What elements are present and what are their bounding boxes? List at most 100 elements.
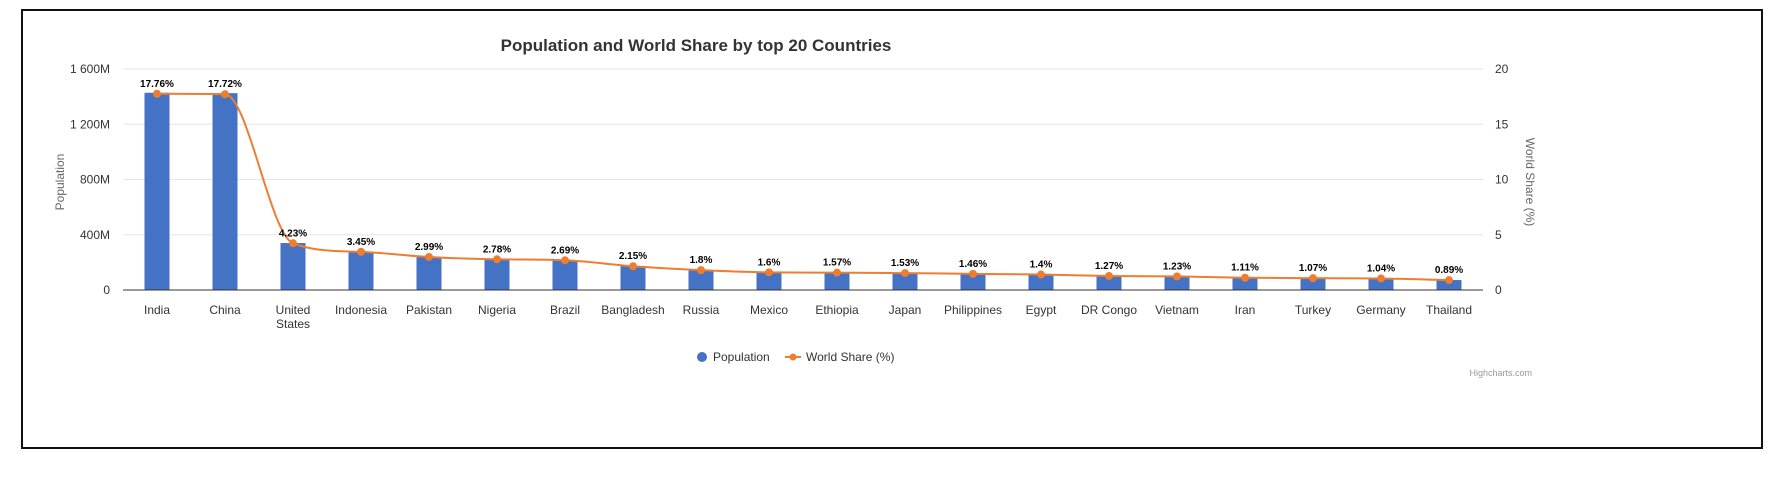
x-tick-label: Brazil xyxy=(550,303,580,317)
world-share-line xyxy=(153,89,1453,285)
grid-lines xyxy=(123,68,1483,236)
data-label-world-share: 0.89% xyxy=(1435,265,1463,276)
point-world-share xyxy=(629,262,637,271)
x-tick-label: United States xyxy=(276,303,311,331)
y-left-tick-label: 1 200M xyxy=(70,117,110,131)
bar-population xyxy=(1300,278,1326,290)
bar-population xyxy=(756,272,782,290)
data-label-world-share: 1.11% xyxy=(1231,263,1259,274)
data-label-world-share: 1.27% xyxy=(1095,261,1123,272)
point-world-share xyxy=(1377,274,1385,283)
x-tick-label: Egypt xyxy=(1026,303,1057,317)
point-world-share xyxy=(1241,273,1249,282)
point-world-share xyxy=(289,239,297,248)
x-tick-label: Thailand xyxy=(1426,303,1472,317)
x-tick-label: Vietnam xyxy=(1155,303,1199,317)
bar-population xyxy=(144,92,170,290)
y-right-tick-label: 15 xyxy=(1495,117,1509,131)
data-label-world-share: 1.53% xyxy=(891,258,919,269)
bar-population xyxy=(1232,277,1258,290)
data-label-world-share: 2.15% xyxy=(619,251,647,262)
point-world-share xyxy=(1445,276,1453,285)
bar-population xyxy=(1028,274,1054,290)
bar-population xyxy=(416,256,442,290)
bar-population xyxy=(348,251,374,290)
bar-population xyxy=(960,273,986,290)
combo-chart: Population and World Share by top 20 Cou… xyxy=(53,36,1537,378)
right-axis-title: World Share (%) xyxy=(1523,138,1537,226)
x-tick-label: Ethiopia xyxy=(815,303,859,317)
point-world-share xyxy=(765,268,773,277)
y-left-tick-label: 1 600M xyxy=(70,62,110,76)
bar-population xyxy=(1368,278,1394,290)
bar-population xyxy=(1096,275,1122,290)
x-tick-label: Indonesia xyxy=(335,303,387,317)
bar-population xyxy=(212,93,238,290)
point-world-share xyxy=(493,255,501,264)
point-world-share xyxy=(1309,274,1317,283)
legend-share-marker xyxy=(789,353,797,361)
point-world-share xyxy=(901,269,909,278)
bar-population xyxy=(280,243,306,290)
bar-population xyxy=(552,260,578,290)
point-world-share xyxy=(969,269,977,278)
x-tick-label: India xyxy=(144,303,170,317)
point-world-share xyxy=(153,89,161,98)
bar-population xyxy=(688,270,714,290)
data-labels: 17.76% 17.72% 4.23% 3.45% 2.99% 2.78% 2.69% 2.1… xyxy=(140,79,1463,276)
y-right-tick-label: 5 xyxy=(1495,228,1502,242)
point-world-share xyxy=(221,90,229,99)
x-tick-label: Mexico xyxy=(750,303,788,317)
bar-population xyxy=(620,266,646,290)
point-world-share xyxy=(833,268,841,277)
chart-frame: Population and World Share by top 20 Cou… xyxy=(21,9,1763,449)
x-tick-label: Germany xyxy=(1356,303,1405,317)
y-right-tick-label: 0 xyxy=(1495,283,1502,297)
x-tick-label: DR Congo xyxy=(1081,303,1137,317)
data-label-world-share: 2.99% xyxy=(415,242,443,253)
bar-population xyxy=(1164,276,1190,290)
point-world-share xyxy=(1105,271,1113,280)
x-tick-label: Philippines xyxy=(944,303,1002,317)
data-label-world-share: 17.76% xyxy=(140,79,174,90)
population-bars xyxy=(144,92,1462,290)
legend-share-label: World Share (%) xyxy=(806,350,894,364)
y-left-tick-label: 0 xyxy=(103,283,110,297)
y-right-tick-label: 10 xyxy=(1495,173,1509,187)
bar-population xyxy=(892,273,918,290)
x-tick-label: China xyxy=(209,303,241,317)
x-tick-label: Iran xyxy=(1235,303,1256,317)
point-world-share xyxy=(425,252,433,261)
point-world-share xyxy=(1173,272,1181,281)
data-label-world-share: 1.04% xyxy=(1367,264,1395,275)
data-label-world-share: 1.46% xyxy=(959,259,987,270)
x-tick-label: Bangladesh xyxy=(601,303,664,317)
legend: Population World Share (%) xyxy=(697,350,894,364)
data-label-world-share: 2.78% xyxy=(483,244,511,255)
data-label-world-share: 1.8% xyxy=(690,255,713,266)
data-label-world-share: 4.23% xyxy=(279,228,307,239)
data-label-world-share: 2.69% xyxy=(551,245,579,256)
point-world-share xyxy=(697,266,705,275)
x-tick-label: Turkey xyxy=(1295,303,1331,317)
x-tick-label: Nigeria xyxy=(478,303,516,317)
y-left-tick-label: 800M xyxy=(80,173,110,187)
data-label-world-share: 1.57% xyxy=(823,258,851,269)
data-label-world-share: 3.45% xyxy=(347,237,375,248)
legend-population-marker xyxy=(697,352,707,362)
data-label-world-share: 1.07% xyxy=(1299,263,1327,274)
credits: Highcharts.com xyxy=(1469,368,1532,378)
data-label-world-share: 17.72% xyxy=(208,79,242,90)
x-tick-label: Russia xyxy=(683,303,720,317)
x-tick-label: Pakistan xyxy=(406,303,452,317)
x-tick-label: Japan xyxy=(889,303,922,317)
line-world-share xyxy=(156,92,1450,282)
data-label-world-share: 1.23% xyxy=(1163,261,1191,272)
chart-title: Population and World Share by top 20 Cou… xyxy=(501,36,892,55)
legend-population-label: Population xyxy=(713,350,770,364)
point-world-share xyxy=(561,256,569,265)
data-label-world-share: 1.4% xyxy=(1030,260,1053,271)
bar-population xyxy=(484,259,510,290)
axes: 0 400M 800M 1 200M 1 600M 0 5 10 15 20 India China U… xyxy=(70,62,1509,331)
point-world-share xyxy=(1037,270,1045,279)
